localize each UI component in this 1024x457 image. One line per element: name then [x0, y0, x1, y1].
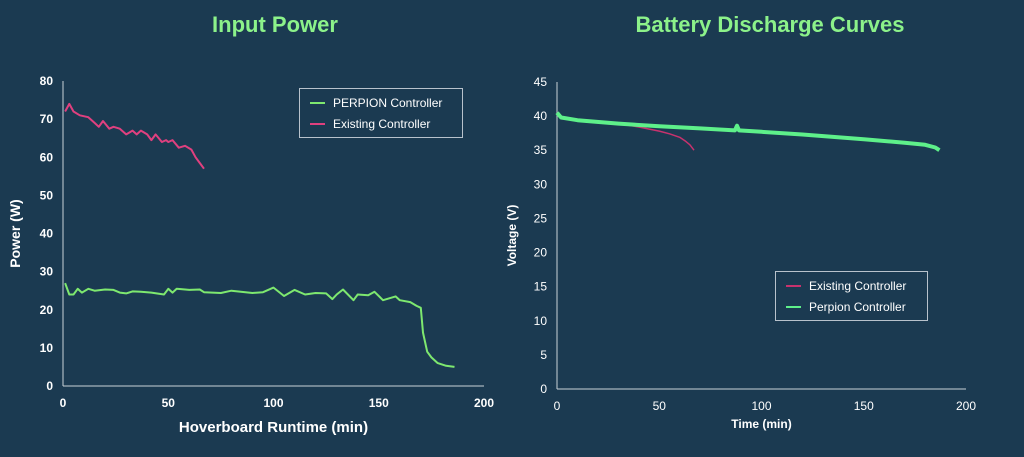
legend-label: Existing Controller — [809, 278, 907, 293]
y-axis-label: Voltage (V) — [505, 205, 519, 267]
legend-item: Perpion Controller — [786, 296, 917, 317]
chart-title-battery-discharge: Battery Discharge Curves — [635, 12, 905, 37]
y-tick-label: 20 — [40, 303, 54, 317]
y-tick-label: 15 — [534, 280, 548, 294]
legend-swatch — [310, 101, 325, 104]
y-axis-label: Power (W) — [7, 199, 23, 267]
x-tick-label: 50 — [162, 396, 176, 410]
y-tick-label: 70 — [40, 112, 54, 126]
legend-item: Existing Controller — [786, 275, 917, 296]
legend-label: Existing Controller — [333, 116, 431, 131]
x-tick-label: 200 — [474, 396, 494, 410]
y-tick-label: 50 — [40, 188, 54, 202]
x-axis-label: Time (min) — [731, 417, 791, 431]
series-line-perpion-controller — [555, 111, 941, 152]
legend-label: PERPION Controller — [333, 95, 443, 110]
y-tick-label: 45 — [534, 75, 548, 89]
legend-item: Existing Controller — [310, 113, 452, 134]
y-tick-label: 30 — [534, 177, 548, 191]
y-tick-label: 80 — [40, 74, 54, 88]
y-tick-label: 60 — [40, 150, 54, 164]
y-tick-label: 40 — [40, 227, 54, 241]
series-line-existing-controller — [64, 102, 205, 170]
y-tick-label: 10 — [534, 314, 548, 328]
y-tick-label: 35 — [534, 143, 548, 157]
x-tick-label: 100 — [751, 399, 771, 413]
y-tick-label: 40 — [534, 109, 548, 123]
legend-battery: Existing Controller Perpion Controller — [775, 271, 928, 321]
chart-title-input-power: Input Power — [212, 12, 338, 37]
legend-swatch — [786, 284, 801, 287]
legend-item: PERPION Controller — [310, 92, 452, 113]
x-tick-label: 150 — [369, 396, 389, 410]
y-tick-label: 0 — [540, 382, 547, 396]
x-tick-label: 200 — [956, 399, 976, 413]
y-tick-label: 0 — [46, 379, 53, 393]
x-tick-label: 50 — [653, 399, 667, 413]
y-tick-label: 30 — [40, 265, 54, 279]
x-tick-label: 100 — [263, 396, 283, 410]
x-tick-label: 0 — [60, 396, 67, 410]
legend-swatch — [310, 122, 325, 125]
y-tick-label: 25 — [534, 211, 548, 225]
legend-input-power: PERPION Controller Existing Controller — [299, 88, 463, 138]
legend-swatch — [786, 305, 801, 308]
x-axis-label: Hoverboard Runtime (min) — [179, 419, 368, 436]
x-tick-label: 0 — [554, 399, 561, 413]
x-tick-label: 150 — [854, 399, 874, 413]
y-tick-label: 10 — [40, 341, 54, 355]
y-tick-label: 5 — [540, 348, 547, 362]
y-tick-label: 20 — [534, 246, 548, 260]
legend-label: Perpion Controller — [809, 299, 906, 314]
series-line-perpion-controller — [64, 282, 455, 368]
